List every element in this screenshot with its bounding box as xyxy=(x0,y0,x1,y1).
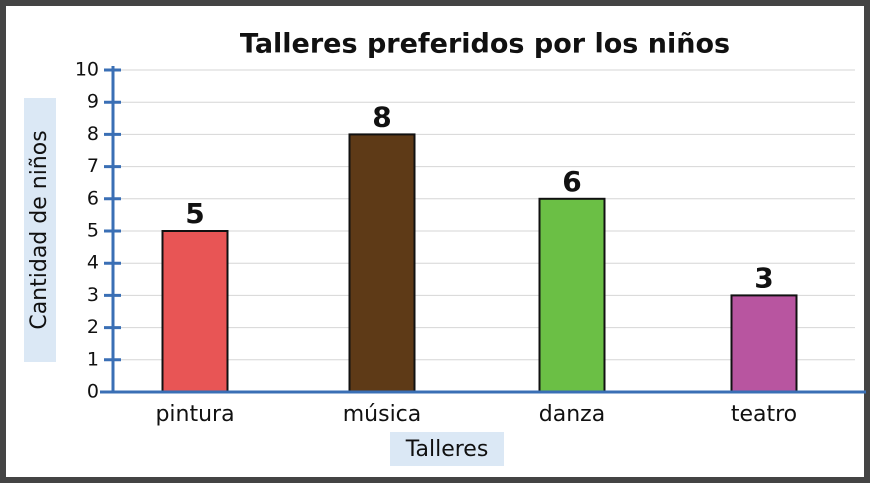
y-tick-label: 1 xyxy=(87,348,99,370)
y-tick-label: 3 xyxy=(87,284,99,306)
x-axis-label: Talleres xyxy=(405,437,489,462)
bar xyxy=(161,230,229,393)
value-label: 6 xyxy=(562,165,581,198)
y-tick-label: 4 xyxy=(87,252,99,274)
x-tick-label: pintura xyxy=(155,402,234,427)
y-tick-label: 10 xyxy=(75,59,99,81)
value-label: 5 xyxy=(185,197,204,230)
y-tick-label: 5 xyxy=(87,220,99,242)
bar xyxy=(348,133,416,393)
chart-title: Talleres preferidos por los niños xyxy=(240,29,730,60)
y-tick-label: 6 xyxy=(87,187,99,209)
y-tick-label: 2 xyxy=(87,316,99,338)
y-tick-label: 7 xyxy=(87,155,99,177)
bar xyxy=(538,197,606,393)
value-label: 8 xyxy=(372,100,391,133)
value-label: 3 xyxy=(754,261,773,294)
x-label-bg xyxy=(390,432,504,466)
bar xyxy=(730,294,798,393)
y-tick-label: 8 xyxy=(87,123,99,145)
x-tick-label: teatro xyxy=(731,402,797,427)
y-tick-label: 0 xyxy=(87,381,99,403)
x-tick-label: música xyxy=(343,402,422,427)
y-label-bg xyxy=(24,98,56,362)
y-axis-label: Cantidad de niños xyxy=(27,130,52,329)
x-tick-label: danza xyxy=(539,402,605,427)
y-tick-label: 9 xyxy=(87,91,99,113)
